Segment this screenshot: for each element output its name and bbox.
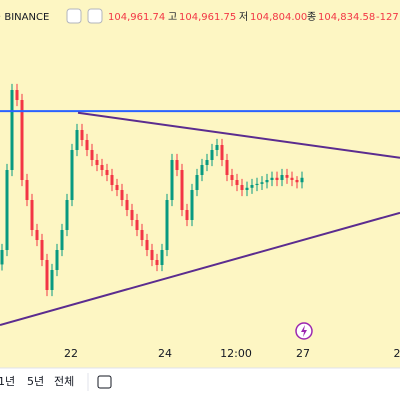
low-label: 저 (239, 11, 248, 23)
candle-body (65, 200, 69, 230)
candle-body (160, 250, 164, 265)
x-tick-label: 22 (64, 347, 78, 360)
trendline (0, 211, 400, 326)
calendar-icon[interactable] (97, 375, 112, 389)
high-value: 104,961.75 (179, 12, 236, 23)
candle-body (265, 180, 269, 183)
candle-body (170, 160, 174, 200)
toolbar: 1년 5년 전체 (0, 373, 112, 391)
candle-body (125, 200, 129, 210)
close-value: 104,834.58 (318, 12, 375, 23)
candle-body (165, 200, 169, 250)
candle-body (5, 170, 9, 250)
candle-body (25, 180, 29, 200)
candle-body (130, 210, 134, 220)
candle-body (155, 260, 159, 265)
candle-body (135, 220, 139, 230)
candle-body (195, 175, 199, 190)
candle-body (55, 250, 59, 270)
alert-icon[interactable] (295, 322, 313, 340)
candle-body (255, 183, 259, 185)
candle-body (10, 90, 14, 170)
candle-body (35, 230, 39, 240)
candle-body (145, 240, 149, 250)
candle-body (270, 177, 274, 180)
candle-body (250, 185, 254, 188)
candle-body (285, 175, 289, 178)
candle-body (280, 175, 284, 180)
candle-body (85, 140, 89, 150)
candle-body (200, 165, 204, 175)
close-label: 종 (307, 11, 316, 23)
candle-body (220, 145, 224, 160)
low-value: 104,804.00 (250, 12, 307, 23)
candle-body (225, 160, 229, 175)
x-tick-label: 24 (158, 347, 172, 360)
plot: 22 24 12:00 27 2 (0, 83, 400, 360)
header: · BINANCE 104,961.74 고 104,961.75 저 104,… (0, 8, 399, 24)
candle-body (100, 165, 104, 170)
candle-body (20, 100, 24, 180)
candle-body (240, 185, 244, 190)
candle-body (115, 185, 119, 190)
candle-body (110, 175, 114, 185)
change-value: -127 (376, 12, 399, 23)
candle-body (295, 180, 299, 183)
eye-icon[interactable] (66, 8, 82, 24)
candle-body (190, 190, 194, 220)
candle-body (30, 200, 34, 230)
candle-body (275, 177, 279, 180)
candle-body (215, 145, 219, 150)
range-button[interactable]: 1년 (0, 375, 15, 388)
range-button[interactable]: 전체 (54, 375, 74, 388)
candle-body (80, 130, 84, 140)
range-button[interactable]: 5년 (27, 375, 44, 388)
x-tick-label: 27 (296, 347, 310, 360)
candle-body (245, 187, 249, 190)
candle-body (290, 177, 294, 180)
candle-body (150, 250, 154, 260)
candle-body (60, 230, 64, 250)
candle-body (120, 190, 124, 200)
candle-body (185, 210, 189, 220)
candle-body (15, 90, 19, 100)
x-tick-label: 12:00 (220, 347, 252, 360)
candle-body (230, 175, 234, 180)
candle-body (210, 150, 214, 160)
open-value: 104,961.74 (108, 12, 165, 23)
candle-body (95, 160, 99, 165)
x-tick-label: 2 (394, 347, 400, 360)
candle-body (175, 160, 179, 170)
trendline (77, 111, 400, 159)
lightning (301, 325, 307, 337)
candle-body (40, 240, 44, 260)
settings-icon[interactable] (87, 8, 103, 24)
chart-background (0, 0, 400, 368)
toolbar-background (0, 368, 400, 400)
candle-body (235, 180, 239, 185)
candle-body (75, 130, 79, 150)
source: · BINANCE (0, 12, 49, 23)
candle-body (300, 177, 304, 183)
candle-body (260, 182, 264, 184)
candle-body (70, 150, 74, 200)
candle-body (140, 230, 144, 240)
candle-body (205, 160, 209, 165)
candle-body (105, 170, 109, 175)
candle-body (0, 250, 4, 265)
candle-body (45, 260, 49, 290)
candle-body (50, 270, 54, 290)
high-label: 고 (168, 12, 177, 23)
candle-body (180, 170, 184, 210)
candle-body (90, 150, 94, 160)
